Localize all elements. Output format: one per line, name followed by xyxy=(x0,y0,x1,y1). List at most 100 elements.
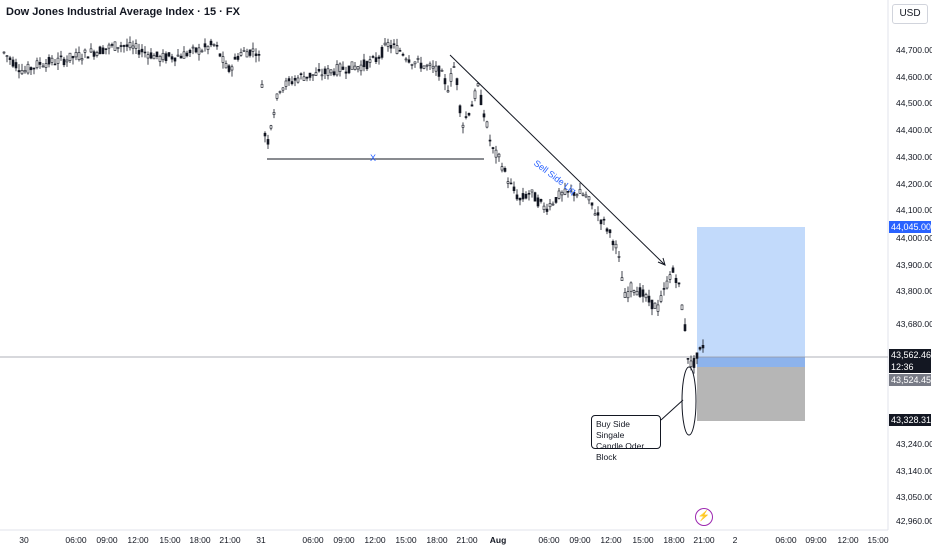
candle-body xyxy=(476,83,480,87)
candle-body xyxy=(155,51,159,57)
candle-body xyxy=(701,344,705,349)
candle-body xyxy=(566,191,570,193)
candle-body xyxy=(245,51,249,58)
candle-body xyxy=(41,65,45,68)
candle-body xyxy=(293,78,297,81)
candle-body xyxy=(263,132,267,137)
candle-body xyxy=(656,304,660,312)
candle-body xyxy=(38,62,42,65)
candle-body xyxy=(332,71,336,76)
candle-body xyxy=(575,194,579,197)
candle-body xyxy=(338,63,342,72)
time-tick-label: 31 xyxy=(256,535,266,545)
candle-body xyxy=(269,125,273,129)
candle-body xyxy=(539,199,543,202)
candle-body xyxy=(89,48,93,53)
candle-body xyxy=(698,347,702,350)
candle-body xyxy=(287,78,291,82)
candle-body xyxy=(401,53,405,56)
candle-body xyxy=(470,104,474,107)
candle-body xyxy=(2,51,6,54)
candle-body xyxy=(80,58,84,61)
candle-body xyxy=(350,61,354,70)
candle-body xyxy=(407,59,411,63)
candle-body xyxy=(347,65,351,74)
candle-body xyxy=(47,57,51,65)
time-tick-label: 09:00 xyxy=(569,535,591,545)
candle-body xyxy=(197,47,201,55)
position-profit-zone[interactable] xyxy=(697,227,805,367)
candle-body xyxy=(512,186,516,191)
candle-body xyxy=(689,360,693,367)
candle-body xyxy=(140,48,144,53)
trend-arrow-line[interactable] xyxy=(449,54,666,266)
candle-body xyxy=(110,44,114,46)
callout-box[interactable]: Buy Side Singale Candle Oder Block xyxy=(591,415,661,462)
candle-body xyxy=(98,46,102,55)
chart-title: Dow Jones Industrial Average Index · 15 … xyxy=(6,6,240,18)
candle-body xyxy=(449,73,453,82)
candle-body xyxy=(239,52,243,56)
callout-line-2: Candle Oder Block xyxy=(596,441,645,462)
candle-body xyxy=(368,59,372,63)
last-price-tag: 43,562.46 xyxy=(889,349,932,361)
candle-body xyxy=(311,74,315,77)
candle-body xyxy=(212,43,216,46)
time-tick-label: 30 xyxy=(19,535,29,545)
candle-body xyxy=(191,46,195,49)
candle-body xyxy=(653,302,657,309)
candle-body xyxy=(551,203,555,206)
price-tick-label: 44,100.00 xyxy=(896,205,932,215)
candle-body xyxy=(668,274,672,280)
candle-body xyxy=(641,289,645,297)
candle-body xyxy=(494,149,498,158)
candle-body xyxy=(314,72,318,76)
candle-body xyxy=(383,42,387,46)
candle-body xyxy=(59,55,63,58)
price-tick-label: 44,200.00 xyxy=(896,179,932,189)
candle-body xyxy=(320,74,324,77)
candles-series xyxy=(2,36,705,374)
candle-body xyxy=(434,65,438,72)
candle-body xyxy=(542,205,546,210)
candle-body xyxy=(455,78,459,86)
order-block-circle[interactable] xyxy=(681,366,697,436)
candle-body xyxy=(632,290,636,293)
candle-body xyxy=(590,202,594,206)
candle-body xyxy=(629,282,633,292)
candle-body xyxy=(467,113,471,116)
candle-body xyxy=(464,116,468,118)
candle-body xyxy=(620,277,624,281)
candle-body xyxy=(23,70,27,73)
candle-body xyxy=(446,90,450,93)
candle-body xyxy=(659,295,663,302)
candle-body xyxy=(92,51,96,57)
candle-body xyxy=(665,280,669,289)
time-tick-label: 18:00 xyxy=(426,535,448,545)
candle-body xyxy=(278,91,282,93)
candle-body xyxy=(389,45,393,49)
time-tick-label: 09:00 xyxy=(805,535,827,545)
position-loss-zone[interactable] xyxy=(697,367,805,421)
candle-body xyxy=(644,294,648,299)
lightning-icon[interactable]: ⚡ xyxy=(695,508,713,526)
price-tick-label: 44,300.00 xyxy=(896,152,932,162)
callout-line-1: Buy Side Singale xyxy=(596,419,631,440)
candle-body xyxy=(215,44,219,47)
candle-body xyxy=(521,193,525,200)
candle-body xyxy=(182,51,186,59)
candle-body xyxy=(62,58,66,66)
currency-button[interactable]: USD xyxy=(892,4,928,24)
candle-body xyxy=(587,196,591,201)
time-tick-label: 15:00 xyxy=(867,535,889,545)
candle-body xyxy=(104,48,108,50)
candle-body xyxy=(650,299,654,310)
candle-body xyxy=(572,191,576,196)
candle-body xyxy=(452,66,456,68)
candle-body xyxy=(413,61,417,65)
candle-body xyxy=(524,193,528,199)
candle-body xyxy=(101,47,105,54)
candle-body xyxy=(344,71,348,74)
candle-body xyxy=(194,47,198,53)
